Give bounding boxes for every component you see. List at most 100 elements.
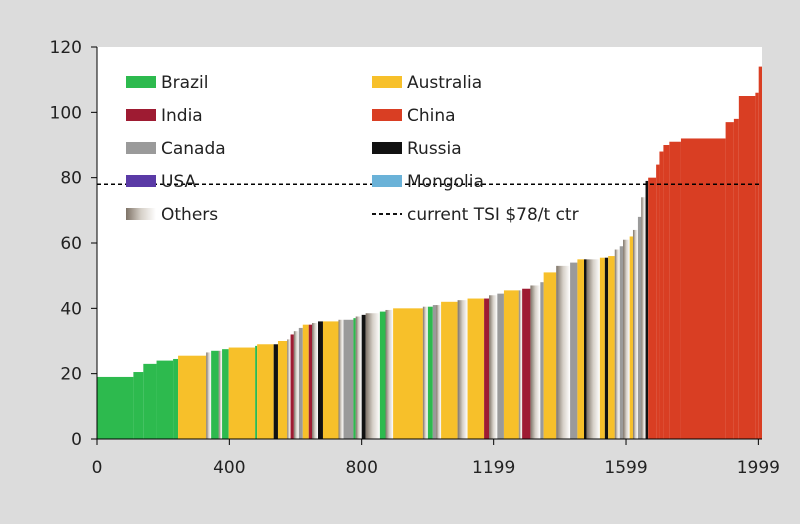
bar-segment-china-75 xyxy=(758,66,762,439)
legend-label-australia: Australia xyxy=(407,73,482,93)
bar-segment-brazil-2 xyxy=(143,363,157,439)
bar-segment-others-27 xyxy=(355,316,362,439)
bar-segment-others-17 xyxy=(293,331,299,439)
bar-segment-brazil-9 xyxy=(222,349,229,439)
bar-segment-others-31 xyxy=(385,309,394,439)
legend-label-others: Others xyxy=(161,205,218,225)
bar-segment-canada-47 xyxy=(540,282,544,439)
bar-segment-china-65 xyxy=(648,177,657,439)
bar-segment-others-63 xyxy=(641,197,646,439)
bar-segment-others-41 xyxy=(489,295,498,439)
y-tick-label-20: 20 xyxy=(60,365,82,385)
bar-segment-russia-13 xyxy=(273,344,278,439)
bar-segment-india-20 xyxy=(308,324,313,439)
bar-segment-china-66 xyxy=(656,164,660,439)
legend-swatch-brazil xyxy=(126,76,156,88)
bar-segment-china-67 xyxy=(659,151,664,440)
bar-segment-brazil-34 xyxy=(427,306,433,439)
bar-segment-china-70 xyxy=(680,138,726,439)
y-tick-label-40: 40 xyxy=(60,299,82,319)
bar-segment-brazil-1 xyxy=(133,372,144,439)
bar-segment-canada-58 xyxy=(619,246,624,439)
y-tick-label-60: 60 xyxy=(60,234,82,254)
y-tick-label-120: 120 xyxy=(50,38,82,58)
bar-segment-brazil-7 xyxy=(211,350,219,439)
bar-segment-australia-14 xyxy=(277,341,288,439)
bar-segment-others-57 xyxy=(614,249,620,439)
bar-segment-china-71 xyxy=(725,122,734,439)
bar-segment-brazil-4 xyxy=(173,358,179,439)
bar-segment-china-74 xyxy=(755,92,759,439)
bar-segment-others-46 xyxy=(530,285,541,439)
bar-segment-china-73 xyxy=(738,96,756,439)
bar-segment-others-24 xyxy=(338,319,344,439)
y-tick-label-80: 80 xyxy=(60,169,82,189)
bar-segment-australia-51 xyxy=(577,259,585,439)
x-tick-label-1999: 1999 xyxy=(737,458,780,478)
bar-segment-australia-48 xyxy=(543,272,557,439)
bar-segment-brazil-11 xyxy=(255,345,258,439)
legend-label-india: India xyxy=(161,106,203,126)
legend-swatch-russia xyxy=(372,142,402,154)
x-tick-label-1199: 1199 xyxy=(472,458,515,478)
legend-swatch-india xyxy=(126,109,156,121)
bar-segment-australia-12 xyxy=(257,344,274,439)
legend-label-brazil: Brazil xyxy=(161,73,208,93)
legend-label-current-tsi-78-t-ctr: current TSI $78/t ctr xyxy=(407,205,579,225)
legend-swatch-usa xyxy=(126,175,156,187)
bar-segment-australia-5 xyxy=(178,355,207,439)
legend-label-mongolia: Mongolia xyxy=(407,172,484,192)
bar-segment-others-21 xyxy=(312,323,319,439)
x-tick-label-800: 800 xyxy=(345,458,377,478)
x-tick-label-1599: 1599 xyxy=(604,458,647,478)
bar-segment-others-59 xyxy=(623,239,630,439)
bar-segment-others-44 xyxy=(518,290,523,439)
legend-label-russia: Russia xyxy=(407,139,462,159)
bar-segment-russia-52 xyxy=(584,259,587,439)
legend-swatch-mongolia xyxy=(372,175,402,187)
x-tick-label-0: 0 xyxy=(92,458,103,478)
bar-segment-others-29 xyxy=(365,313,380,439)
bar-segment-others-38 xyxy=(457,300,468,439)
bar-segment-china-72 xyxy=(733,118,739,439)
bar-segment-others-49 xyxy=(556,265,571,439)
bar-segment-canada-18 xyxy=(298,327,303,439)
bar-segment-australia-32 xyxy=(393,308,423,439)
y-tick-label-0: 0 xyxy=(71,430,82,450)
legend: Brazil Australia India China Canada Russia USA… xyxy=(126,73,579,225)
bar-segment-australia-23 xyxy=(322,321,339,439)
y-tick-label-100: 100 xyxy=(50,103,82,123)
bar-segment-others-8 xyxy=(218,350,223,439)
bar-segment-russia-28 xyxy=(361,314,366,439)
bar-segment-brazil-30 xyxy=(379,311,386,439)
bar-segment-others-6 xyxy=(206,352,212,439)
legend-label-china: China xyxy=(407,106,456,126)
bar-segment-canada-42 xyxy=(497,293,504,439)
bar-segment-canada-62 xyxy=(637,216,642,439)
x-ticks-group: 0 400 800 1199 1599 1999 xyxy=(92,439,780,478)
bar-segment-russia-55 xyxy=(604,257,609,439)
y-ticks-group: 0 20 40 60 80 100 120 xyxy=(50,38,97,450)
bar-segment-australia-60 xyxy=(629,236,633,439)
bars-group xyxy=(97,66,762,440)
bar-segment-india-40 xyxy=(484,298,490,439)
bar-segment-russia-22 xyxy=(318,321,323,439)
legend-swatch-canada xyxy=(126,142,156,154)
bar-segment-others-36 xyxy=(436,305,442,439)
bar-segment-canada-50 xyxy=(570,262,578,439)
bar-segment-others-61 xyxy=(632,229,638,439)
bar-segment-australia-19 xyxy=(302,324,309,439)
bar-segment-australia-56 xyxy=(608,256,615,439)
legend-swatch-china xyxy=(372,109,402,121)
bar-segment-canada-25 xyxy=(343,319,354,439)
bar-segment-china-69 xyxy=(669,141,681,439)
legend-swatch-australia xyxy=(372,76,402,88)
bar-segment-brazil-0 xyxy=(97,376,134,439)
bar-segment-india-45 xyxy=(522,288,531,439)
bar-segment-china-68 xyxy=(663,145,670,439)
bar-segment-others-15 xyxy=(287,339,291,439)
bar-segment-russia-64 xyxy=(645,180,649,439)
bar-segment-brazil-3 xyxy=(156,360,174,439)
